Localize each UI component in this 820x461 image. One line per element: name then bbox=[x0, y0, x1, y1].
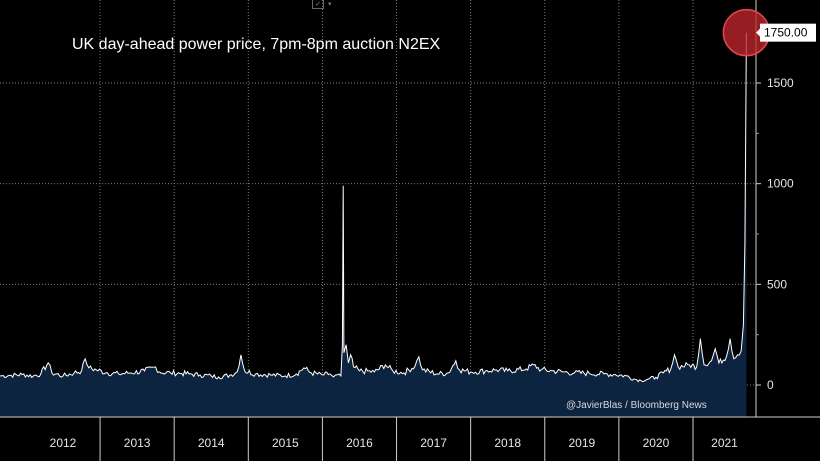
x-tick-label: 2013 bbox=[124, 436, 151, 450]
x-tick-label: 2012 bbox=[50, 436, 77, 450]
x-tick-label: 2017 bbox=[420, 436, 447, 450]
x-tick-label: 2021 bbox=[711, 436, 738, 450]
x-tick-label: 2016 bbox=[346, 436, 373, 450]
y-tick-label: 500 bbox=[767, 277, 787, 291]
x-tick-label: 2020 bbox=[643, 436, 670, 450]
x-tick-label: 2019 bbox=[568, 436, 595, 450]
x-tick-label: 2014 bbox=[198, 436, 225, 450]
dropdown-caret-icon[interactable]: ▾ bbox=[328, 0, 332, 8]
price-line bbox=[0, 32, 747, 383]
last-value-tag: 1750.00 bbox=[756, 23, 816, 42]
x-axis-ticks: 2012 2013 2014 2015 2016 2017 2018 2019 2020 2021 bbox=[50, 417, 738, 461]
price-area-fill bbox=[0, 32, 747, 417]
y-tick-label: 1000 bbox=[767, 177, 794, 191]
x-tick-label: 2018 bbox=[494, 436, 521, 450]
axes bbox=[0, 0, 820, 418]
grid-lines bbox=[0, 0, 756, 417]
last-value-pointer bbox=[756, 27, 761, 38]
chart-credit: @JavierBlas / Bloomberg News bbox=[566, 400, 707, 411]
chart-type-icon[interactable]: ✓ bbox=[312, 0, 324, 9]
chart-title: UK day-ahead power price, 7pm-8pm auctio… bbox=[72, 36, 441, 53]
last-value-label: 1750.00 bbox=[764, 26, 808, 40]
y-axis-ticks: 0 500 1000 1500 bbox=[756, 32, 794, 392]
x-tick-label: 2015 bbox=[272, 436, 299, 450]
y-tick-label: 1500 bbox=[767, 76, 794, 90]
y-tick-label: 0 bbox=[767, 378, 774, 392]
